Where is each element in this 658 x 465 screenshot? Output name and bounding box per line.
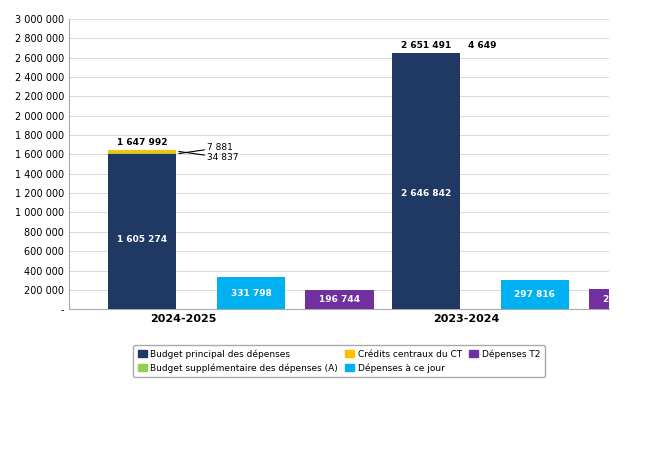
Bar [108,153,176,154]
Bar [501,280,569,309]
Text: 2 646 842: 2 646 842 [401,189,451,199]
Text: 4 649: 4 649 [468,41,497,50]
Text: 196 744: 196 744 [319,295,360,304]
Text: 2 651 491: 2 651 491 [401,41,451,50]
Text: 331 798: 331 798 [230,289,271,298]
Text: 1 647 992: 1 647 992 [116,139,167,147]
Bar [590,289,657,309]
Text: 1 605 274: 1 605 274 [117,235,167,244]
Bar [392,53,460,309]
Text: 207 558: 207 558 [603,295,644,304]
Bar [108,154,176,309]
Bar [217,277,285,309]
Text: 34 837: 34 837 [179,152,239,162]
Legend: Budget principal des dépenses, Budget supplémentaire des dépenses (A), Crédits c: Budget principal des dépenses, Budget su… [133,345,545,377]
Text: 7 881: 7 881 [179,143,233,153]
Bar [108,150,176,153]
Text: 297 816: 297 816 [515,290,555,299]
Bar [305,290,374,309]
